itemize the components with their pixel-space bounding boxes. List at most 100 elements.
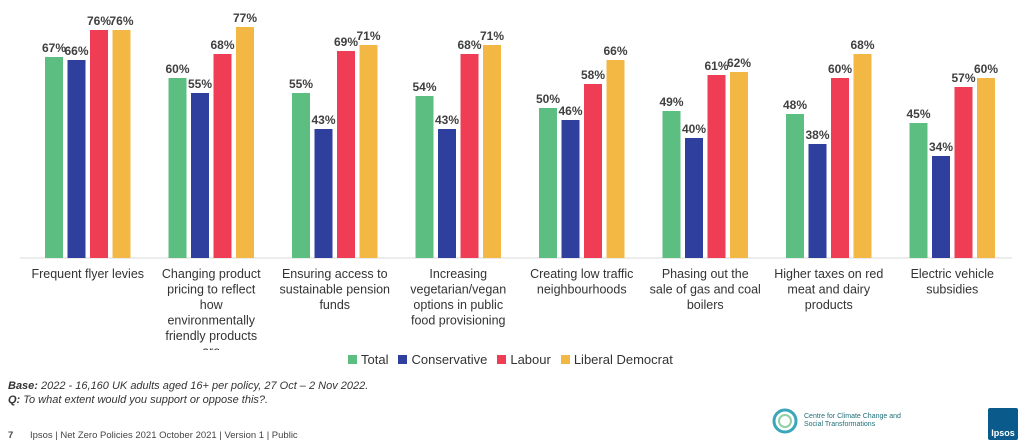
data-label: 68%: [457, 38, 481, 52]
category-label-line: sustainable pension: [280, 283, 391, 297]
bar: [168, 78, 187, 258]
category-label: Higher taxes on red meat and dairy product…: [774, 267, 883, 312]
bar: [191, 93, 209, 258]
ipsos-logo: Ipsos: [988, 408, 1018, 440]
category-label-line: Phasing out the: [662, 267, 749, 281]
category-label-line: meat and dairy: [787, 283, 870, 297]
category-label-line: Higher taxes on red: [774, 267, 883, 281]
data-label: 71%: [356, 29, 380, 43]
bar: [685, 138, 703, 258]
bar: [112, 30, 131, 258]
bar: [730, 72, 748, 258]
bar: [236, 27, 254, 258]
bar: [67, 60, 86, 258]
legend-item: Total: [348, 352, 388, 367]
legend: Total Conservative Labour Liberal Democrat: [348, 352, 673, 367]
bar: [932, 156, 950, 258]
category-label-line: Frequent flyer levies: [31, 267, 144, 281]
data-label: 60%: [828, 62, 852, 76]
bar: [45, 57, 63, 258]
data-label: 57%: [951, 71, 975, 85]
category-label-line: boilers: [687, 298, 724, 312]
legend-label: Labour: [510, 352, 551, 367]
data-label: 45%: [906, 107, 930, 121]
data-label: 62%: [727, 56, 751, 70]
bar: [460, 54, 479, 258]
data-label: 68%: [210, 38, 234, 52]
legend-label: Total: [361, 352, 389, 367]
category-label-line: pricing to reflect: [167, 283, 256, 297]
data-label: 66%: [64, 44, 88, 58]
data-label: 60%: [165, 62, 189, 76]
question-label: Q:: [8, 394, 21, 406]
footer: 7 Ipsos | Net Zero Policies 2021 October…: [8, 430, 298, 441]
legend-swatch: [348, 355, 357, 364]
category-label: Increasing vegetarian/vegan options in pub…: [410, 267, 506, 328]
category-label-line: Ensuring access to: [282, 267, 388, 281]
bar: [415, 96, 434, 258]
bar: [359, 45, 378, 258]
legend-label: Conservative: [411, 352, 488, 367]
data-label: 43%: [435, 113, 459, 127]
bar: [337, 51, 355, 258]
bar: [539, 108, 557, 258]
data-label: 55%: [188, 77, 212, 91]
data-label: 61%: [704, 59, 728, 73]
data-label: 38%: [805, 128, 829, 142]
bar: [438, 129, 456, 258]
category-label-line: options in public: [413, 298, 503, 312]
bar: [954, 87, 973, 258]
category-label: Creating low traffic neighbourhoods: [530, 267, 633, 297]
data-label: 71%: [480, 29, 504, 43]
category-label-line: food provisioning: [411, 314, 506, 328]
question-text: To what extent would you support or oppo…: [23, 394, 269, 406]
category-label: Phasing out the sale of gas and coal boile…: [650, 267, 761, 312]
data-label: 43%: [311, 113, 335, 127]
base-note: Base: 2022 - 16,160 UK adults aged 16+ p…: [8, 379, 368, 407]
legend-item: Labour: [497, 352, 551, 367]
category-label-line: Creating low traffic: [530, 267, 633, 281]
legend-label: Liberal Democrat: [573, 352, 673, 367]
ipsos-logo-text: Ipsos: [991, 428, 1015, 438]
category-label-line: neighbourhoods: [537, 283, 627, 297]
data-label: 40%: [682, 122, 706, 136]
bar: [314, 129, 333, 258]
data-label: 58%: [581, 68, 605, 82]
data-label: 60%: [974, 62, 998, 76]
category-label-line: are: [202, 345, 220, 351]
bar: [606, 60, 625, 258]
category-label-line: how: [200, 298, 224, 312]
legend-swatch: [560, 355, 570, 364]
bar: [808, 144, 827, 258]
data-label: 54%: [412, 80, 436, 94]
data-label: 68%: [850, 38, 874, 52]
base-label: Base:: [8, 380, 38, 392]
bar: [786, 114, 804, 258]
base-text: 2022 - 16,160 UK adults aged 16+ per pol…: [41, 380, 369, 392]
data-label: 48%: [783, 98, 807, 112]
data-label: 77%: [233, 11, 257, 25]
data-label: 69%: [334, 35, 358, 49]
bar: [584, 84, 602, 258]
legend-item: Liberal Democrat: [560, 352, 673, 367]
footer-text: Ipsos | Net Zero Policies 2021 October 2…: [29, 430, 298, 441]
legend-item: Conservative: [398, 352, 487, 367]
bar: [707, 75, 726, 258]
bar-chart: 67%66%76%76%Frequent flyer levies60%55%6…: [20, 11, 1012, 351]
page-number: 7: [8, 430, 14, 441]
legend-swatch: [497, 355, 507, 364]
bar: [561, 120, 580, 258]
cccst-circle-icon: [772, 408, 798, 434]
category-label-line: vegetarian/vegan: [410, 283, 506, 297]
data-label: 50%: [536, 92, 560, 106]
data-label: 67%: [42, 41, 66, 55]
category-label: Electric vehicle subsidies: [911, 267, 994, 297]
data-label: 34%: [929, 140, 953, 154]
category-label: Ensuring access to sustainable pension fun…: [280, 267, 391, 312]
cccst-text: Centre for Climate Change and Social Tra…: [804, 413, 901, 428]
data-label: 76%: [87, 14, 111, 28]
category-label-line: funds: [319, 298, 350, 312]
data-label: 46%: [558, 104, 582, 118]
bar: [831, 78, 849, 258]
data-label: 66%: [603, 44, 627, 58]
